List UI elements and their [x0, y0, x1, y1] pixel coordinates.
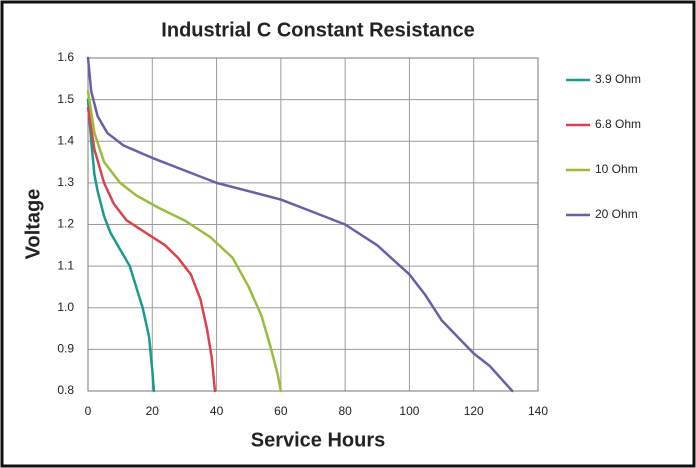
series-line: [86, 98, 156, 393]
y-tick-label: 1.6: [57, 50, 74, 64]
x-tick-label: 100: [399, 404, 419, 418]
x-tick-label: 120: [464, 404, 484, 418]
x-tick-label: 140: [528, 404, 548, 418]
x-tick-label: 20: [146, 404, 160, 418]
y-tick-label: 1.4: [57, 133, 74, 147]
legend-label: 3.9 Ohm: [595, 72, 641, 86]
plot-border: [87, 57, 539, 392]
x-tick-label: 40: [210, 404, 224, 418]
y-tick-label: 1.1: [57, 258, 74, 272]
chart-title: Industrial C Constant Resistance: [161, 19, 474, 41]
y-tick-label: 1.5: [57, 92, 74, 106]
x-tick-label: 0: [85, 404, 92, 418]
x-tick-label: 60: [274, 404, 288, 418]
legend-label: 10 Ohm: [595, 162, 638, 176]
y-axis-title: Voltage: [22, 189, 44, 260]
y-tick-label: 1.2: [57, 217, 74, 231]
series-line: [86, 106, 217, 393]
y-tick-label: 1.0: [57, 300, 74, 314]
y-tick-label: 0.8: [57, 383, 74, 397]
series-line: [86, 56, 514, 393]
x-tick-label: 80: [338, 404, 352, 418]
x-axis-title: Service Hours: [251, 429, 386, 451]
y-tick-label: 1.3: [57, 175, 74, 189]
legend-label: 20 Ohm: [595, 207, 638, 221]
series-line: [86, 90, 283, 393]
legend-label: 6.8 Ohm: [595, 117, 641, 131]
y-tick-label: 0.9: [57, 342, 74, 356]
